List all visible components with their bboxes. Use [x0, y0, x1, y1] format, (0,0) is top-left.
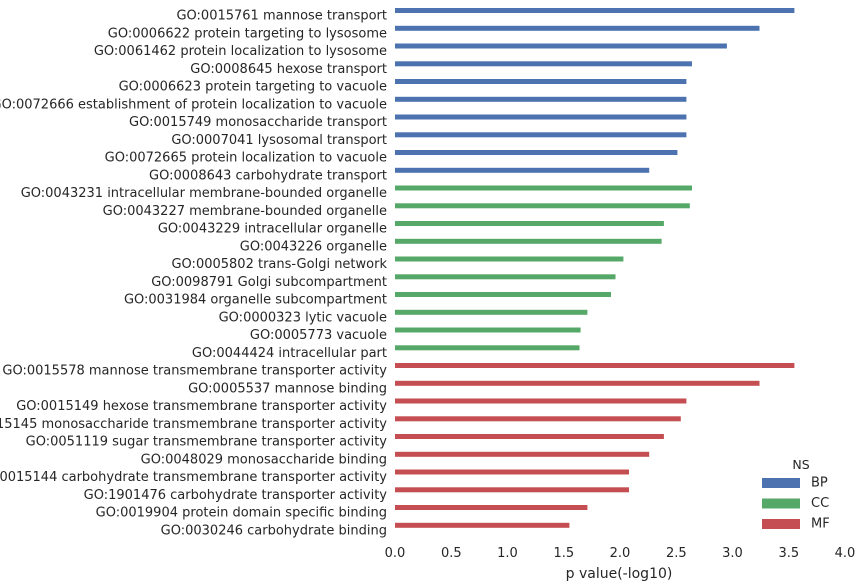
bar-mf — [395, 416, 681, 422]
y-tick-label: GO:0005537 mannose binding — [188, 381, 387, 396]
y-tick-label: GO:0007041 lysosomal transport — [171, 133, 387, 148]
y-tick-label: GO:0015749 monosaccharide transport — [129, 115, 387, 130]
bar-cc — [395, 203, 690, 209]
y-tick-label: GO:0098791 Golgi subcompartment — [151, 275, 387, 290]
legend-label-cc: CC — [811, 496, 829, 511]
bar-mf — [395, 434, 664, 439]
bar-cc — [395, 274, 616, 280]
bar-bp — [395, 8, 795, 13]
y-tick-label: GO:0043227 membrane-bounded organelle — [103, 204, 387, 219]
bar-cc — [395, 221, 664, 226]
x-tick-label: 1.5 — [553, 546, 574, 561]
y-tick-label: GO:0008643 carbohydrate transport — [149, 168, 387, 183]
y-tick-label: GO:0061462 protein localization to lysos… — [94, 44, 387, 59]
legend-swatch-bp — [762, 478, 800, 488]
bar-mf — [395, 380, 760, 386]
y-tick-label: GO:0019904 protein domain specific bindi… — [96, 506, 387, 521]
x-tick-label: 2.5 — [666, 546, 687, 561]
legend-label-mf: MF — [811, 517, 830, 532]
y-tick-label: GO:0051119 sugar transmembrane transport… — [26, 435, 388, 450]
bar-cc — [395, 345, 580, 351]
x-tick-label: 0.0 — [385, 546, 406, 561]
bar-bp — [395, 132, 687, 138]
bar-cc — [395, 292, 611, 297]
bar-cc — [395, 256, 624, 262]
legend-label-bp: BP — [811, 476, 828, 491]
x-tick-label: 2.0 — [610, 546, 631, 561]
y-tick-label: GO:0006623 protein targeting to vacuole — [119, 80, 387, 95]
y-tick-label: GO:0031984 organelle subcompartment — [124, 293, 387, 308]
bar-mf — [395, 363, 795, 368]
y-tick-label: GO:0015145 monosaccharide transmembrane … — [0, 417, 387, 432]
legend-swatch-mf — [762, 519, 800, 529]
bar-bp — [395, 43, 727, 49]
bar-mf — [395, 398, 687, 404]
x-axis-label: p value(-log10) — [566, 566, 673, 582]
y-tick-label: GO:1901476 carbohydrate transporter acti… — [84, 488, 388, 503]
y-tick-label: GO:0030246 carbohydrate binding — [161, 523, 387, 538]
bar-mf — [395, 469, 629, 475]
y-tick-labels: GO:0015761 mannose transport GO:0006622 p… — [0, 9, 387, 539]
x-tick-label: 0.5 — [441, 546, 462, 561]
bar-cc — [395, 185, 692, 191]
bar-bp — [395, 61, 692, 67]
bar-bp — [395, 150, 678, 155]
x-tick-labels: 0.0 0.5 1.0 1.5 2.0 2.5 3.0 3.5 4.0 — [385, 546, 856, 561]
y-tick-label: GO:0043231 intracellular membrane-bounde… — [21, 186, 387, 201]
x-tick-label: 3.0 — [722, 546, 743, 561]
bar-cc — [395, 327, 581, 333]
bar-mf — [395, 451, 650, 457]
y-tick-label: GO:0015578 mannose transmembrane transpo… — [2, 364, 387, 379]
legend-title: NS — [792, 457, 809, 472]
bar-bp — [395, 79, 687, 84]
bar-mf — [395, 487, 629, 493]
y-tick-label: GO:0043226 organelle — [240, 239, 387, 254]
y-tick-label: GO:0048029 monosaccharide binding — [141, 452, 387, 467]
y-tick-label: GO:0008645 hexose transport — [190, 62, 387, 77]
bar-mf — [395, 505, 588, 510]
bar-cc — [395, 309, 588, 315]
bar-bp — [395, 167, 650, 173]
y-tick-label: GO:0005773 vacuole — [250, 328, 387, 343]
bar-group — [395, 8, 795, 528]
y-tick-label: GO:0072666 establishment of protein loca… — [0, 97, 387, 112]
y-tick-label: GO:0044424 intracellular part — [192, 346, 387, 361]
y-tick-label: GO:0006622 protein targeting to lysosome — [108, 26, 387, 41]
y-tick-label: GO:0015149 hexose transmembrane transpor… — [16, 399, 387, 414]
bar-bp — [395, 25, 760, 31]
bar-cc — [395, 238, 662, 244]
legend-swatch-cc — [762, 498, 800, 509]
y-tick-label: GO:0015761 mannose transport — [176, 9, 387, 24]
x-tick-label: 4.0 — [835, 546, 856, 561]
bar-bp — [395, 114, 687, 120]
y-tick-label: GO:0005802 trans-Golgi network — [171, 257, 387, 272]
bar-bp — [395, 96, 687, 102]
x-tick-label: 3.5 — [778, 546, 799, 561]
y-tick-label: GO:0072665 protein localization to vacuo… — [105, 151, 387, 166]
bar-mf — [395, 522, 570, 528]
y-tick-label: GO:0000323 lytic vacuole — [219, 310, 387, 325]
legend: NS BP CC MF — [762, 457, 830, 532]
y-tick-label: GO:0015144 carbohydrate transmembrane tr… — [0, 470, 387, 485]
x-tick-label: 1.0 — [497, 546, 518, 561]
y-tick-label: GO:0043229 intracellular organelle — [158, 222, 387, 237]
